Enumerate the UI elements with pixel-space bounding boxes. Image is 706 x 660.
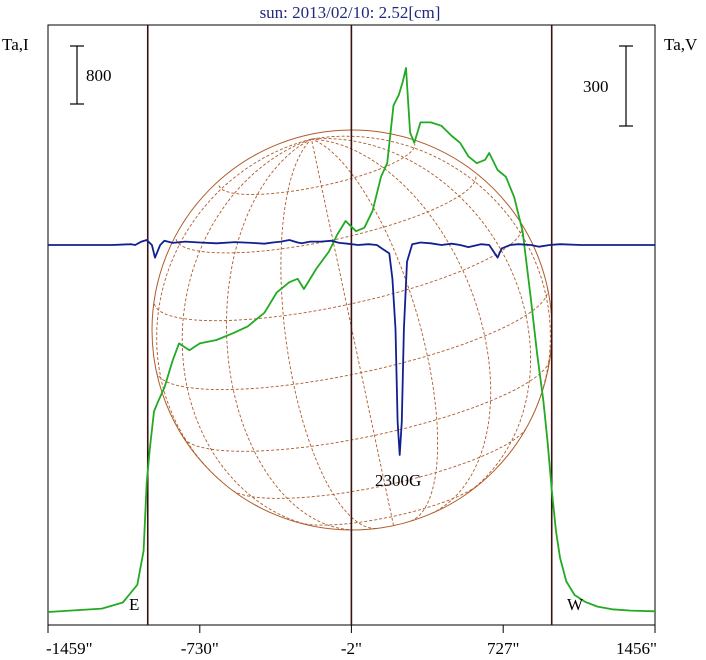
- west-limb-label: W: [567, 595, 584, 614]
- left-axis-label: Ta,I: [2, 35, 29, 54]
- longitude-line: [311, 138, 532, 494]
- longitude-line: [311, 138, 439, 522]
- longitude-line: [310, 138, 394, 526]
- latitude-line: [153, 225, 523, 322]
- latitude-line: [232, 428, 527, 499]
- x-tick-label: 1456": [616, 639, 657, 658]
- longitude-line: [311, 135, 551, 416]
- x-tick-label: -1459": [46, 639, 93, 658]
- scale-bar-left: [70, 45, 84, 105]
- chart-title: sun: 2013/02/10: 2.52[cm]: [260, 3, 441, 22]
- vertical-markers: [146, 25, 553, 625]
- scale-bar-left-label: 800: [86, 66, 112, 85]
- scale-bar-right-label: 300: [583, 77, 609, 96]
- disk-grid: [153, 135, 551, 530]
- latitude-line: [183, 360, 551, 452]
- longitude-line: [226, 138, 354, 530]
- x-tick-label: -730": [181, 639, 219, 658]
- x-tick-label: 727": [487, 639, 519, 658]
- x-axis-ticks: -1459" -730" -2" 727" 1456": [46, 625, 657, 658]
- right-axis-label: Ta,V: [664, 35, 698, 54]
- east-limb-label: E: [129, 595, 139, 614]
- longitude-line: [280, 138, 377, 529]
- magnetic-field-annotation: 2300G: [375, 471, 421, 490]
- scale-bar-right: [619, 45, 633, 127]
- latitude-line: [299, 484, 479, 526]
- longitude-line: [156, 138, 312, 482]
- intensity-series-line: [47, 67, 656, 613]
- series-lines: [47, 67, 656, 613]
- polarization-series-line: [48, 239, 655, 456]
- longitude-line: [311, 138, 492, 514]
- longitude-line: [181, 138, 314, 527]
- x-tick-label: -2": [341, 639, 362, 658]
